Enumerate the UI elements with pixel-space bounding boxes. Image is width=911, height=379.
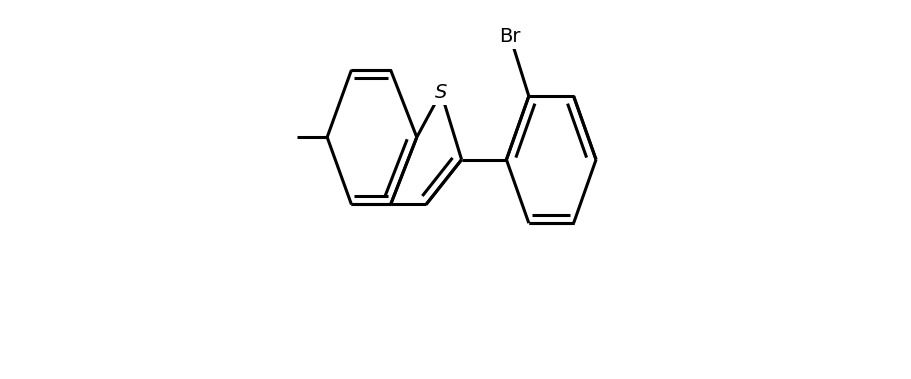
- Text: Br: Br: [499, 27, 520, 46]
- Text: S: S: [435, 83, 446, 102]
